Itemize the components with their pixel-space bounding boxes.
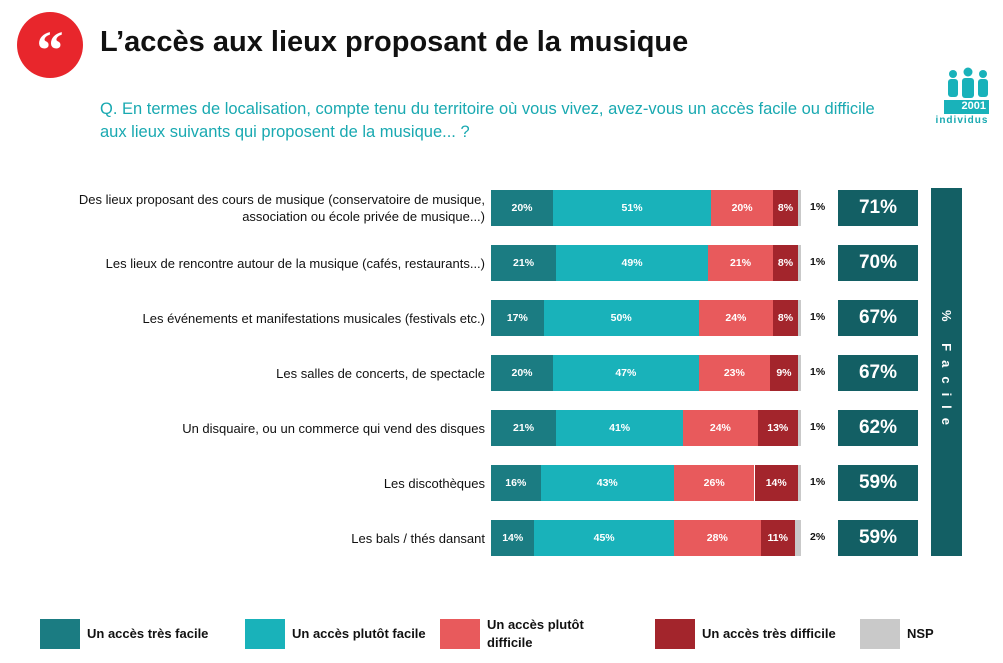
bar-segment: 21% (491, 410, 557, 446)
summary-label: % Facile (939, 309, 954, 435)
legend-swatch (440, 619, 480, 649)
legend-label: Un accès très difficile (702, 626, 836, 641)
legend-swatch (245, 619, 285, 649)
legend-label: Un accès très facile (87, 626, 209, 641)
bar-segment (797, 300, 801, 336)
people-icon (948, 67, 988, 98)
value-label: 1% (810, 476, 826, 488)
quote-icon (17, 12, 83, 78)
header-graphics: “ (17, 12, 989, 114)
bar-segment: 21% (708, 245, 774, 281)
category-label: Les lieux de rencontre autour de la musi… (105, 255, 485, 271)
bar-segment: 13% (757, 410, 798, 446)
legend-swatch (655, 619, 695, 649)
summary-value: 70% (838, 245, 918, 281)
summary-value: 71% (838, 190, 918, 226)
summary-value: 67% (838, 300, 918, 336)
bar-segment: 47% (553, 355, 699, 391)
badge (944, 100, 989, 114)
bar-segment: 9% (770, 355, 798, 391)
category-label: Les bals / thés dansant (351, 530, 485, 546)
summary-value: 59% (838, 465, 918, 501)
legend-label: Un accès plutôt difficile (487, 617, 584, 650)
sample-unit: individus (935, 115, 989, 126)
summary-panel: % Facile (931, 188, 962, 556)
bar-segment (797, 190, 801, 226)
summary-value: 62% (838, 410, 918, 446)
category-label: Les salles de concerts, de spectacle (276, 365, 485, 381)
legend-swatch (40, 619, 80, 649)
bar-segment: 50% (543, 300, 699, 336)
sample-n: 2001 (961, 100, 986, 112)
bar-segment: 8% (773, 190, 798, 226)
bar-segment (797, 245, 801, 281)
summary-value: 67% (838, 355, 918, 391)
bar-segment: 8% (773, 245, 798, 281)
value-label: 1% (810, 201, 826, 213)
summary-value: 59% (838, 520, 918, 556)
bar-segment: 24% (698, 300, 774, 336)
bar-segment: 24% (683, 410, 758, 446)
bar-segment: 11% (760, 520, 795, 556)
bar-segment: 23% (698, 355, 770, 391)
value-label: 1% (810, 366, 826, 378)
value-label: 1% (810, 421, 826, 433)
value-label: 2% (810, 531, 826, 543)
category-label: Des lieux proposant des cours de musique… (78, 192, 485, 224)
title: L’accès aux lieux proposant de la musiqu… (100, 26, 689, 58)
bar-segment: 14% (754, 465, 798, 501)
legend-label: Un accès plutôt facile (292, 626, 426, 641)
bar-segment: 28% (673, 520, 761, 556)
legend-label: NSP (907, 626, 934, 641)
bar-segment: 17% (491, 300, 544, 336)
legend-swatch (860, 619, 900, 649)
bar-segment: 41% (556, 410, 684, 446)
category-label: Les événements et manifestations musical… (142, 310, 485, 326)
bar-segment (797, 410, 801, 446)
bar-segment: 8% (773, 300, 798, 336)
bar-segment: 20% (491, 355, 553, 391)
value-label: 1% (810, 311, 826, 323)
bar-segment: 45% (534, 520, 674, 556)
bar-segment: 21% (491, 245, 557, 281)
category-label: Les discothèques (383, 475, 485, 491)
bar-segment (797, 355, 801, 391)
category-label: Un disquaire, ou un commerce qui vend de… (182, 420, 485, 436)
subtitle: Q. En termes de localisation, compte ten… (100, 100, 875, 141)
quote-mark: “ (37, 20, 64, 80)
bar-segment: 20% (711, 190, 774, 226)
bar-segment: 14% (491, 520, 535, 556)
bar-segment: 43% (540, 465, 674, 501)
bar-segment: 49% (556, 245, 708, 281)
value-label: 1% (810, 256, 826, 268)
bar-segment (797, 465, 801, 501)
bar-segment: 51% (553, 190, 712, 226)
bar-segment: 16% (491, 465, 541, 501)
bar-segment (794, 520, 801, 556)
bar-segment: 20% (491, 190, 553, 226)
bar-segment: 26% (673, 465, 755, 501)
